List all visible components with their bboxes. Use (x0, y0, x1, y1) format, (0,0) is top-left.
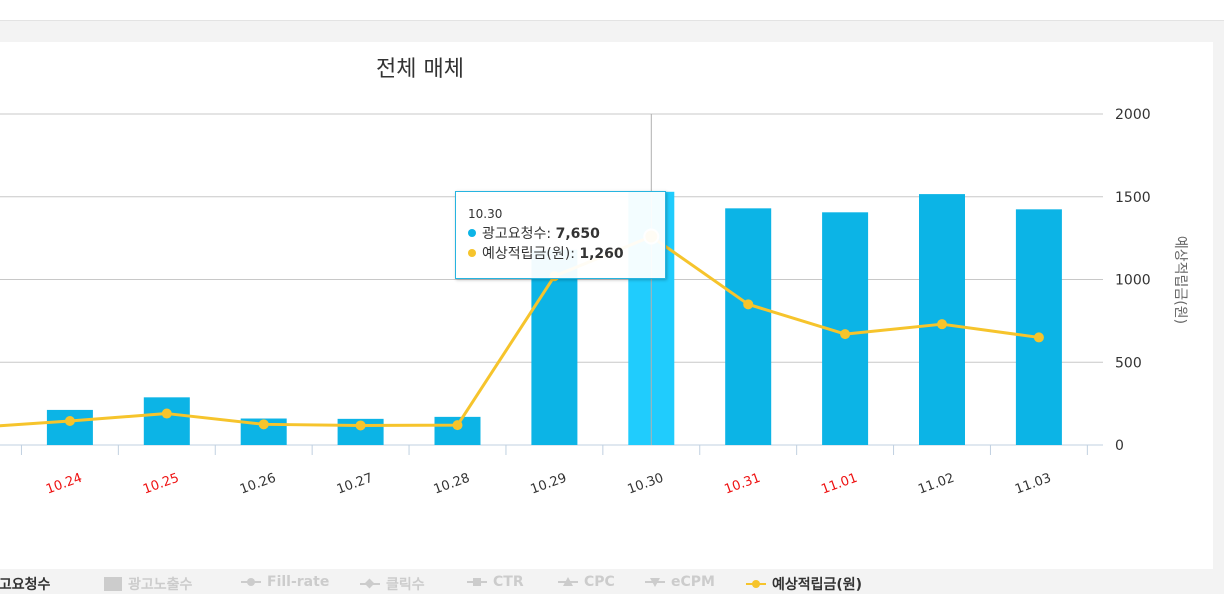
legend-item-ecpm[interactable]: eCPM (645, 574, 715, 590)
legend-item-ctr[interactable]: CTR (467, 574, 524, 590)
y-axis-right: 0 500 1000 1500 2000 (1115, 107, 1151, 454)
bar-10.25[interactable] (143, 397, 190, 445)
y-axis-label: 예상적립금(원) (1172, 236, 1188, 324)
series-dot-icon (468, 249, 476, 257)
y-tick-label: 1500 (1115, 190, 1151, 206)
bar-10.29[interactable] (531, 249, 578, 445)
bar-symbol-icon (104, 577, 122, 591)
diamond-marker-icon (360, 578, 380, 590)
square-marker-icon (467, 576, 487, 588)
x-axis: 10.2310.2410.2510.2610.2710.2810.2910.30… (20, 445, 1088, 498)
x-tick-label: 11.01 (819, 471, 859, 498)
tooltip-date: 10.30 (468, 207, 503, 221)
legend-item-cpc[interactable]: CPC (558, 574, 615, 590)
legend-item-revenue[interactable]: 예상적립금(원) (746, 574, 862, 594)
chart-canvas: 전체 매체 10.2310.2410.2510.2610.2710.2810.2… (0, 57, 1188, 498)
point-10.25[interactable] (161, 408, 172, 419)
bar-11.03[interactable] (1015, 209, 1062, 445)
y-tick-label: 1000 (1115, 273, 1151, 289)
x-tick-label: 11.03 (1013, 471, 1053, 498)
point-10.28[interactable] (452, 420, 463, 431)
tooltip-label: 예상적립금(원): (482, 246, 580, 262)
point-10.26[interactable] (258, 419, 269, 430)
legend-label: eCPM (671, 574, 715, 590)
point-11.01[interactable] (840, 329, 851, 340)
x-tick-label: 10.27 (335, 471, 375, 498)
legend-item-clicks[interactable]: 클릭수 (360, 574, 425, 594)
legend-item-fill-rate[interactable]: Fill-rate (241, 574, 329, 590)
top-bar (0, 0, 1224, 21)
revenue-line (0, 234, 1040, 428)
chart-title: 전체 매체 (376, 57, 464, 82)
circle-marker-icon (241, 576, 261, 588)
triangle-marker-icon (558, 576, 578, 588)
tooltip-row-requests: 광고요청수: 7,650 (468, 224, 665, 244)
tooltip-value: 7,650 (555, 226, 600, 242)
y-tick-label: 2000 (1115, 107, 1151, 123)
series-dot-icon (468, 229, 476, 237)
legend-label: 클릭수 (386, 577, 425, 593)
tooltip-label: 광고요청수: (482, 226, 556, 242)
circle-marker-icon (746, 578, 766, 590)
point-10.24[interactable] (64, 416, 75, 427)
legend-label: CPC (584, 574, 615, 590)
tooltip: 10.30 광고요청수: 7,650 예상적립금(원): 1,260 (455, 191, 666, 279)
legend-label: 광고노출수 (128, 577, 193, 593)
tooltip-row-revenue: 예상적립금(원): 1,260 (468, 244, 665, 264)
x-tick-label: 10.26 (238, 471, 278, 498)
x-tick-label: 10.28 (432, 471, 472, 498)
tooltip-value: 1,260 (579, 246, 624, 262)
y-tick-label: 0 (1115, 438, 1124, 454)
y-tick-label: 500 (1115, 355, 1142, 371)
bar-10.31[interactable] (725, 208, 772, 445)
x-tick-label: 10.24 (44, 471, 84, 498)
point-11.03[interactable] (1033, 332, 1044, 343)
bar-10.24[interactable] (46, 409, 93, 445)
point-10.27[interactable] (355, 420, 366, 431)
x-tick-label: 10.25 (141, 471, 181, 498)
legend-label: 광고요청수 (0, 577, 51, 593)
x-tick-label: 10.29 (529, 471, 569, 498)
x-tick-label: 11.02 (916, 471, 956, 498)
legend-label: Fill-rate (267, 574, 330, 590)
x-tick-label: 10.31 (722, 471, 762, 498)
chart-panel: 전체 매체 10.2310.2410.2510.2610.2710.2810.2… (0, 42, 1213, 593)
legend-label: CTR (493, 574, 524, 590)
legend-item-impressions[interactable]: 광고노출수 (104, 574, 192, 594)
point-11.02[interactable] (937, 319, 947, 330)
triangle-down-marker-icon (645, 576, 665, 588)
legend-label: 예상적립금(원) (772, 577, 863, 593)
x-tick-label: 10.30 (626, 471, 666, 498)
point-10.31[interactable] (743, 299, 754, 310)
gridlines (0, 113, 1103, 446)
legend-item-requests[interactable]: 광고요청수 (0, 574, 50, 594)
